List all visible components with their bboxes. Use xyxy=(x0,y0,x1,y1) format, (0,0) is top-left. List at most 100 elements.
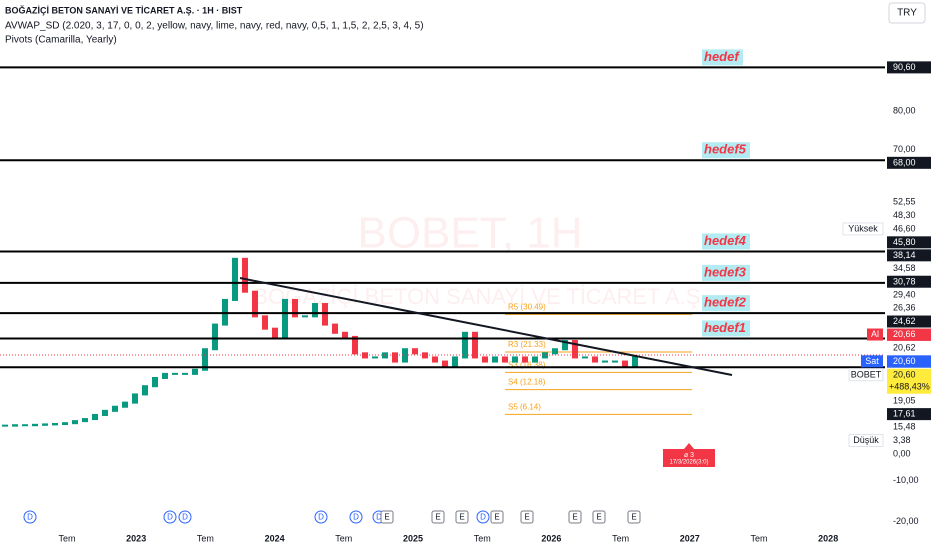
event-letter: E xyxy=(572,513,577,522)
candle xyxy=(202,348,208,371)
event-icon[interactable] xyxy=(455,510,469,524)
event-icon[interactable] xyxy=(476,510,490,524)
price-label: 90,60 xyxy=(893,62,916,72)
price-label-bg xyxy=(887,61,931,74)
event-icon[interactable] xyxy=(431,510,445,524)
candle xyxy=(342,331,348,338)
price-label-bg xyxy=(887,315,931,328)
pivot-label: S5 (6.14) xyxy=(508,402,541,411)
event-icon[interactable] xyxy=(349,510,363,524)
alert-date: 17/3/2026(3:0) xyxy=(669,460,708,466)
price-label-bg xyxy=(887,515,931,528)
time-label: 2027 xyxy=(680,533,700,543)
price-label-bg xyxy=(887,156,931,169)
pivot-label: S4 (12.18) xyxy=(508,378,546,387)
alert[interactable]: ⌀ 3 17/3/2026(3:0) xyxy=(663,443,715,467)
price-label: 70,00 xyxy=(893,144,916,154)
price-label: 17,61 xyxy=(893,409,916,419)
candle xyxy=(192,368,198,375)
price-label-bg xyxy=(887,196,931,209)
target-label: hedef1 xyxy=(704,320,746,335)
candle xyxy=(162,372,168,379)
trendline xyxy=(239,277,733,376)
event-icon[interactable] xyxy=(490,510,504,524)
price-label: 38,14 xyxy=(893,250,916,260)
price-label-bg xyxy=(887,341,931,355)
candle xyxy=(632,356,638,367)
candle xyxy=(362,352,368,359)
event-icon[interactable] xyxy=(163,510,177,524)
price-label-bg xyxy=(887,222,931,236)
price-label-bg xyxy=(887,474,931,487)
indicator-label: AVWAP_SD (2.020, 3, 17, 0, 0, 2, yellow,… xyxy=(5,21,424,32)
price-label-bg xyxy=(887,328,931,341)
candle xyxy=(122,401,128,408)
candle xyxy=(292,298,298,318)
candle xyxy=(562,340,568,351)
event-icon[interactable] xyxy=(592,510,606,524)
candle xyxy=(442,360,448,367)
price-label-bg xyxy=(887,368,931,394)
candle xyxy=(452,356,458,367)
event-letter: E xyxy=(631,513,636,522)
price-tag-bg xyxy=(842,222,884,236)
event-letter: D xyxy=(376,513,382,522)
candle xyxy=(2,424,8,427)
candle xyxy=(22,424,28,427)
price-label: 19,05 xyxy=(893,395,916,405)
event-icon[interactable] xyxy=(627,510,641,524)
time-label: 2026 xyxy=(541,533,561,543)
candle xyxy=(622,360,628,367)
event-icon[interactable] xyxy=(520,510,534,524)
price-tag: BOBET xyxy=(851,369,882,379)
price-tag-bg xyxy=(848,368,884,382)
watermark-name: BOĞAZİÇİ BETON SANAYİ VE TİCARET A.Ş. xyxy=(253,284,706,309)
target-label: hedef2 xyxy=(704,295,747,310)
event-icon[interactable] xyxy=(314,510,328,524)
price-label-bg xyxy=(887,275,931,288)
time-label: Tem xyxy=(474,533,491,543)
candle xyxy=(52,423,58,426)
currency-text[interactable]: TRY xyxy=(897,8,917,19)
price-label-bg xyxy=(887,104,931,118)
time-label: 2023 xyxy=(126,533,146,543)
candle xyxy=(42,423,48,426)
time-label: Tem xyxy=(612,533,629,543)
candle xyxy=(352,335,358,355)
candle xyxy=(82,418,88,423)
candle xyxy=(72,420,78,425)
currency-box[interactable] xyxy=(888,2,926,24)
candle xyxy=(272,327,278,338)
target-label: hedef xyxy=(704,49,740,64)
pivots-label: Pivots (Camarilla, Yearly) xyxy=(5,35,117,46)
event-icon[interactable] xyxy=(568,510,582,524)
currency-button[interactable]: TRY xyxy=(888,2,926,24)
price-label: 20,66 xyxy=(893,329,916,339)
price-label: 0,00 xyxy=(893,448,911,458)
price-label: 30,78 xyxy=(893,276,916,286)
candle xyxy=(492,356,498,363)
price-label-bg xyxy=(887,143,931,156)
price-label-bg xyxy=(887,355,931,368)
event-icon[interactable] xyxy=(23,510,37,524)
candle xyxy=(412,348,418,355)
event-letter: E xyxy=(524,513,529,522)
event-icon[interactable] xyxy=(178,510,192,524)
candle xyxy=(592,356,598,363)
candle xyxy=(302,315,308,318)
target-label-bg xyxy=(702,142,750,159)
event-letter: E xyxy=(435,513,440,522)
pivot-label: R5 (30.49) xyxy=(508,302,546,311)
candle xyxy=(212,323,218,351)
price-label-bg xyxy=(887,421,931,434)
price-tag-bg xyxy=(861,355,883,368)
candle xyxy=(332,323,338,334)
time-label: Tem xyxy=(335,533,352,543)
event-icon[interactable] xyxy=(380,510,394,524)
candle xyxy=(512,356,518,363)
alert-box[interactable] xyxy=(663,443,715,467)
candle xyxy=(432,356,438,363)
candle xyxy=(582,356,588,359)
